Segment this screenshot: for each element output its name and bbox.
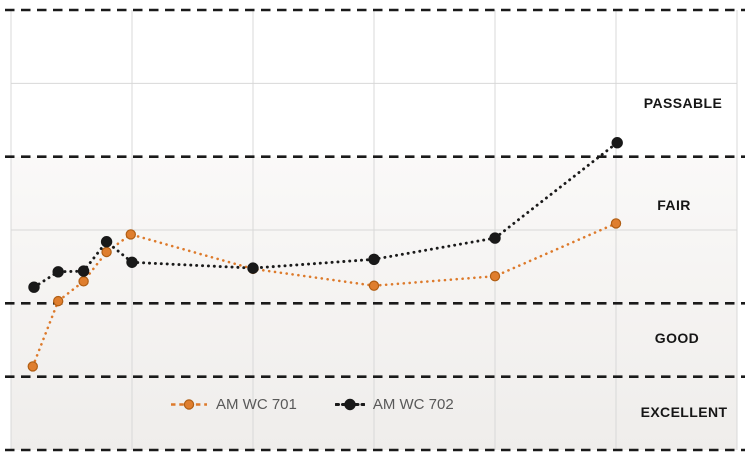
- band-label-good: GOOD: [654, 330, 700, 346]
- legend-marker-black-dotted-icon: [334, 398, 365, 411]
- legend-item-am-wc-702: AM WC 702: [334, 396, 454, 413]
- band-label-excellent: EXCELLENT: [640, 404, 728, 420]
- legend: AM WC 701 AM WC 702: [170, 396, 454, 413]
- series-am-wc-702: [28, 137, 623, 293]
- band-label-fair: FAIR: [657, 197, 691, 213]
- legend-label-am-wc-701: AM WC 701: [216, 396, 297, 413]
- band-label-passable: PASSABLE: [643, 95, 723, 111]
- legend-item-am-wc-701: AM WC 701: [170, 396, 297, 413]
- legend-label-am-wc-702: AM WC 702: [372, 396, 454, 413]
- legend-marker-orange-dotted-icon: [171, 399, 207, 410]
